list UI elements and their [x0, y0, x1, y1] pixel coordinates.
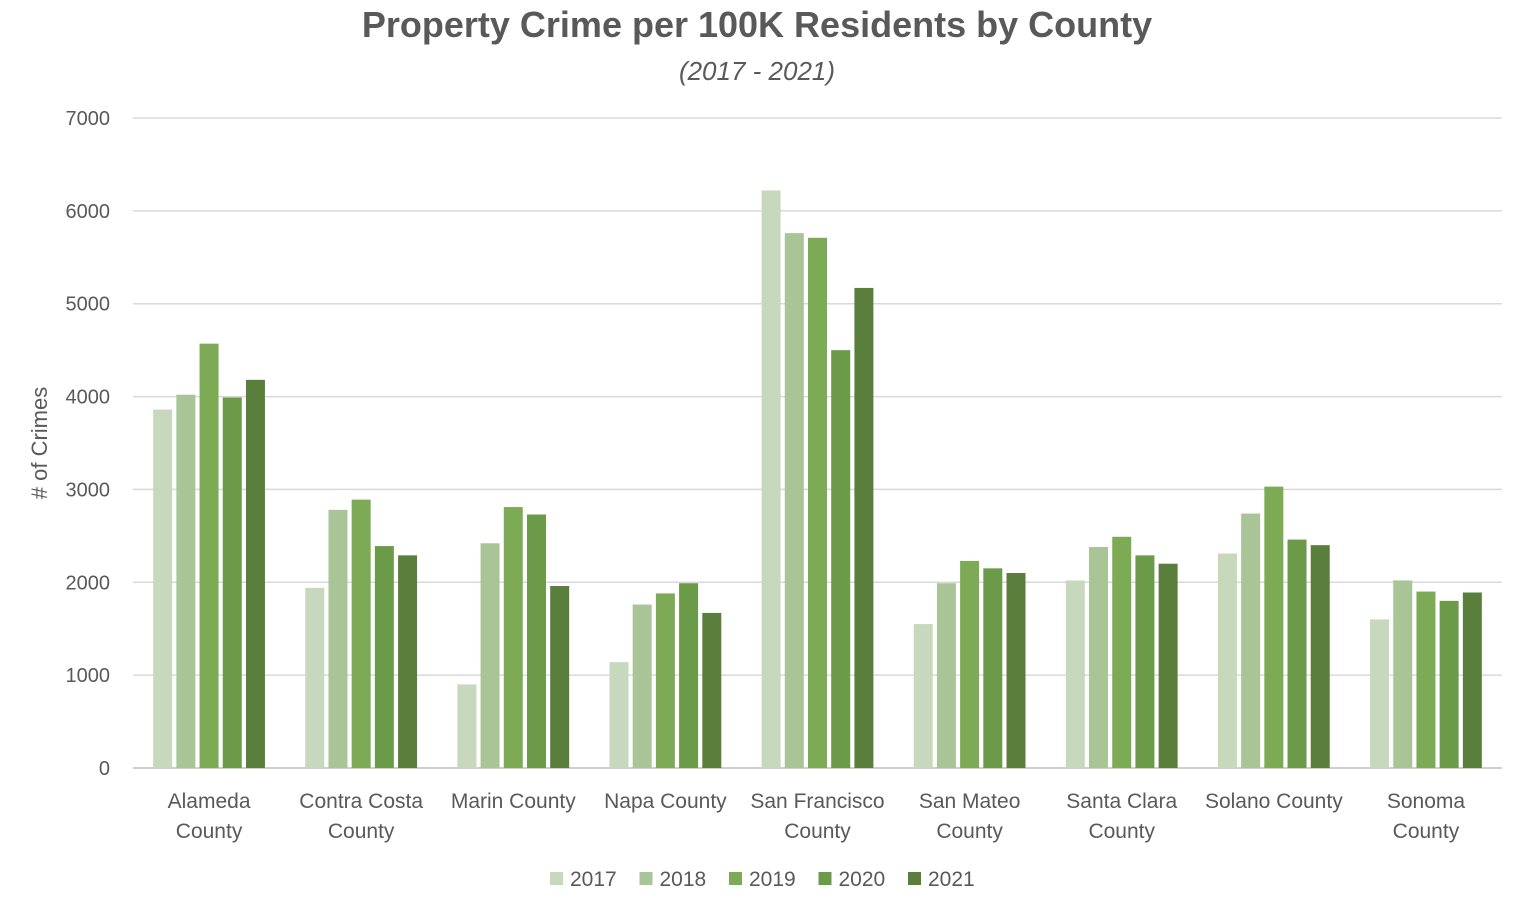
x-axis-labels: Alameda County Contra Costa County Marin Cou… [168, 790, 1466, 843]
bar [1416, 591, 1436, 768]
bar [305, 587, 325, 768]
y-tick-label: 5000 [66, 294, 111, 316]
chart-title: Property Crime per 100K Residents by Cou… [361, 4, 1153, 45]
y-axis-title: # of Crimes [27, 387, 52, 499]
bar [351, 499, 371, 768]
bar [153, 409, 173, 768]
y-tick-label: 2000 [66, 572, 111, 594]
y-tick-label: 6000 [66, 201, 111, 223]
bar [1287, 539, 1307, 768]
bar [550, 586, 570, 768]
y-tick-label: 3000 [66, 479, 111, 501]
y-tick-label: 7000 [66, 108, 111, 130]
x-tick-label: Sonoma County [1387, 790, 1466, 843]
legend-swatch [908, 872, 921, 885]
legend-swatch [550, 872, 563, 885]
bar [679, 583, 699, 768]
bar [702, 612, 722, 768]
x-tick-label: Napa County [604, 790, 727, 813]
bar [831, 350, 851, 768]
bar [1065, 580, 1085, 768]
bar [784, 233, 804, 769]
bar [1393, 580, 1413, 768]
x-tick-label: Contra Costa County [299, 790, 423, 843]
bar [632, 604, 652, 768]
bar [199, 343, 219, 768]
y-tick-label: 1000 [66, 665, 111, 687]
x-tick-label: Marin County [451, 790, 576, 813]
bar [1089, 547, 1109, 768]
bar [374, 546, 394, 768]
bar [761, 190, 781, 768]
x-tick-label: San Mateo County [919, 790, 1021, 843]
legend-swatch [639, 872, 653, 885]
bar [808, 237, 827, 769]
bar [1135, 555, 1155, 768]
y-tick-label: 0 [99, 758, 110, 780]
bar [245, 379, 265, 768]
bar [936, 583, 956, 768]
bar [1006, 573, 1026, 768]
bar [222, 397, 242, 768]
bar [480, 543, 500, 768]
legend-label: 2021 [928, 868, 975, 891]
bar [1264, 486, 1284, 768]
bar [503, 507, 523, 768]
legend-swatch [729, 872, 742, 885]
bar [1158, 563, 1178, 768]
legend-label: 2017 [570, 868, 617, 891]
legend-swatch [818, 872, 832, 885]
bar [960, 560, 980, 768]
y-tick-label: 4000 [66, 387, 111, 409]
bar [328, 509, 348, 768]
bar [1241, 513, 1261, 768]
x-tick-label: San Francisco County [750, 790, 884, 843]
x-tick-label: Solano County [1205, 790, 1343, 813]
legend-label: 2018 [660, 868, 707, 891]
x-tick-label: Alameda County [168, 790, 251, 843]
bar [457, 684, 477, 768]
bar [1439, 600, 1459, 768]
bar [1310, 545, 1330, 768]
bar [913, 624, 933, 768]
bar [1462, 592, 1482, 768]
legend: 2017 2018 2019 2020 2021 [550, 868, 975, 891]
bar [983, 568, 1003, 768]
y-axis-ticks: 0 1000 2000 3000 4000 5000 6000 7000 [66, 108, 111, 780]
x-tick-label: Santa Clara County [1066, 790, 1177, 843]
bar [526, 514, 546, 768]
bar [1217, 553, 1237, 768]
bar [854, 287, 874, 768]
bar [176, 394, 196, 768]
bar [609, 662, 629, 768]
bars [153, 190, 1482, 769]
bar [1112, 536, 1132, 768]
legend-label: 2020 [839, 868, 886, 891]
chart-subtitle: (2017 - 2021) [678, 56, 836, 86]
legend-label: 2019 [749, 868, 796, 891]
bar [398, 555, 418, 768]
bar [1370, 619, 1390, 768]
bar [655, 593, 675, 768]
